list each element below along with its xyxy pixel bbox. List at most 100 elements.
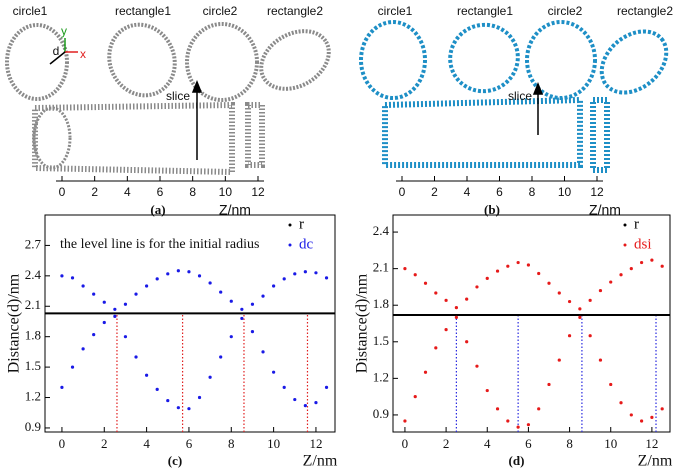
data-point <box>92 333 96 337</box>
axes-icon <box>49 38 78 65</box>
data-point <box>506 419 510 423</box>
data-point <box>454 315 458 320</box>
x-tick-label: 0 <box>402 436 409 451</box>
data-point <box>403 419 407 423</box>
x-tick-label: 10 <box>604 436 617 451</box>
x-tick-label: 6 <box>525 436 532 451</box>
x-tick-label: 6 <box>186 436 193 451</box>
slice-label: circle2 <box>548 4 583 18</box>
x-tick-label: 0 <box>399 185 406 199</box>
panel-label: (b) <box>484 202 500 217</box>
data-point <box>465 297 469 301</box>
data-point <box>485 388 489 393</box>
x-axis-title: Z/nm <box>589 202 621 218</box>
data-point <box>134 355 138 359</box>
slice-arrows <box>191 79 544 160</box>
plot-frame <box>44 214 336 433</box>
y-tick-label: 1.5 <box>373 333 389 348</box>
data-point <box>485 276 489 280</box>
y-tick-label: 2.4 <box>373 223 390 238</box>
data-point <box>70 276 75 280</box>
data-point <box>60 274 64 278</box>
data-point <box>81 284 85 288</box>
slice-label: rectangle1 <box>457 4 513 18</box>
x-tick-label: 10 <box>558 185 572 199</box>
x-tick-label: 4 <box>143 436 150 451</box>
x-axis-title: Z/nm <box>303 453 338 470</box>
data-point <box>293 272 297 276</box>
x-tick-label: 8 <box>228 436 235 451</box>
data-point <box>229 335 233 339</box>
data-point <box>547 382 551 387</box>
x-tick-label: 4 <box>124 185 131 199</box>
data-point <box>403 267 407 271</box>
slice-label: circle2 <box>203 4 238 18</box>
data-point <box>166 398 170 403</box>
x-tick-label: 6 <box>496 185 503 199</box>
data-point <box>557 358 561 362</box>
data-point <box>465 340 469 344</box>
data-point <box>434 291 438 295</box>
data-point <box>413 273 417 277</box>
data-point <box>293 397 297 402</box>
data-point <box>660 407 664 411</box>
data-point <box>640 419 644 423</box>
x-tick-label: 12 <box>590 185 604 199</box>
data-point <box>619 401 623 405</box>
x-tick-label: 8 <box>566 436 573 451</box>
data-point <box>423 370 428 374</box>
data-point <box>650 415 654 419</box>
y-tick-label: 2.1 <box>373 260 389 275</box>
data-point <box>444 327 448 332</box>
data-point <box>314 271 318 275</box>
data-point <box>526 263 531 267</box>
annotation: the level line is for the initial radius <box>60 237 259 252</box>
legend-label: dsi <box>634 236 652 252</box>
x-tick-label: 2 <box>101 436 108 451</box>
x-tick-label: 12 <box>251 185 265 199</box>
slice-text: slice <box>166 89 190 103</box>
x-tick-label: 10 <box>267 436 280 451</box>
data-point <box>537 407 541 411</box>
data-point <box>640 260 644 265</box>
plot-frame <box>392 214 671 433</box>
legend-label: r <box>299 216 304 232</box>
data-point <box>324 276 329 280</box>
legend-marker <box>288 243 292 247</box>
data-point <box>219 290 223 294</box>
data-point <box>282 385 286 389</box>
x-axis-title: Z/nm <box>219 202 251 218</box>
data-point <box>567 334 572 338</box>
data-point <box>208 281 212 285</box>
data-point <box>208 375 212 379</box>
x-tick-label: 0 <box>59 185 66 199</box>
data-point <box>102 300 106 304</box>
data-point <box>506 264 510 268</box>
nanotube-b <box>359 20 669 173</box>
data-point <box>113 307 117 311</box>
axis-letter: x <box>80 47 86 61</box>
data-point <box>197 274 202 278</box>
data-point <box>102 320 106 325</box>
data-point <box>588 298 592 302</box>
data-point <box>123 302 128 306</box>
data-point <box>434 346 438 350</box>
y-tick-label: 2.1 <box>25 297 41 312</box>
data-point <box>261 294 265 298</box>
data-point <box>660 264 664 268</box>
data-point <box>609 382 613 387</box>
data-point <box>475 364 479 368</box>
y-tick-label: 1.5 <box>25 358 41 373</box>
slice-label: rectangle2 <box>267 4 323 18</box>
data-point <box>516 425 520 429</box>
data-point <box>495 269 500 273</box>
data-point <box>588 334 592 338</box>
data-point <box>557 291 561 295</box>
data-point <box>92 292 96 296</box>
x-tick-label: 8 <box>529 185 536 199</box>
data-point <box>314 400 318 405</box>
slice-text: slice <box>508 89 532 103</box>
data-point <box>567 299 572 304</box>
x-tick-label: 0 <box>59 436 66 451</box>
x-tick-label: 2 <box>91 185 98 199</box>
